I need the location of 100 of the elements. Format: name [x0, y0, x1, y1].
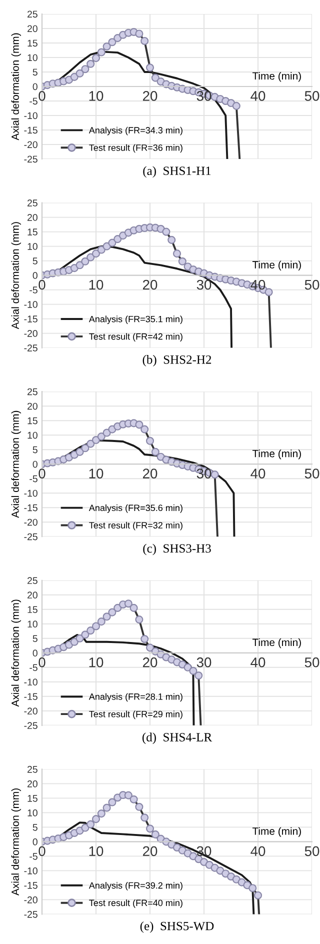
legend-label: Test result (FR=40 min) — [89, 899, 182, 908]
y-tick-label: 25 — [28, 766, 38, 773]
legend-label: Analysis (FR=28.1 min) — [88, 693, 182, 702]
y-axis-title: Axial deformation (mm) — [11, 33, 21, 140]
y-tick-label: -25 — [24, 156, 38, 163]
legend-label: Test result (FR=32 min) — [89, 522, 182, 530]
x-tick-label: 10 — [89, 468, 104, 478]
y-tick-label: 10 — [28, 620, 38, 628]
y-tick-label: 10 — [28, 432, 38, 439]
x-tick-label: 30 — [196, 280, 212, 290]
y-tick-label: -10 — [24, 867, 38, 874]
x-tick-label: 20 — [142, 280, 158, 290]
y-tick-label: 15 — [28, 795, 38, 802]
y-tick-label: -15 — [24, 882, 38, 889]
x-axis-title: Time (min) — [252, 638, 301, 648]
x-axis-title: Time (min) — [252, 260, 301, 271]
x-tick-label: 40 — [250, 280, 266, 290]
y-axis-title: Axial deformation (mm) — [11, 222, 21, 330]
text: (a) SHS1-H1 — [143, 166, 211, 178]
y-tick-label: 15 — [28, 417, 38, 424]
y-tick-label: -5 — [30, 853, 38, 860]
y-tick-label: -15 — [24, 126, 38, 134]
y-tick-label: 25 — [28, 200, 38, 206]
text: (b) SHS2-H2 — [142, 355, 212, 366]
x-tick-label: 20 — [142, 91, 158, 101]
x-tick-label: 50 — [304, 468, 320, 478]
y-tick-label: 5 — [32, 258, 38, 264]
y-tick-label: 0 — [32, 83, 38, 90]
y-tick-label: -10 — [24, 678, 38, 686]
y-tick-label: 15 — [28, 228, 38, 236]
y-tick-label: 20 — [28, 592, 38, 599]
x-tick-label: 50 — [304, 657, 320, 668]
y-tick-label: 5 — [32, 446, 38, 454]
x-tick-label: 10 — [89, 846, 104, 856]
y-tick-label: 5 — [32, 824, 38, 831]
y-tick-label: 0 — [32, 272, 38, 279]
x-tick-label: 30 — [196, 657, 212, 668]
y-tick-label: 5 — [32, 635, 38, 642]
legend-label: Test result (FR=42 min) — [89, 333, 182, 342]
legend-label: Analysis (FR=35.1 min) — [88, 316, 182, 324]
y-tick-label: -20 — [24, 708, 38, 715]
y-axis-title: Axial deformation (mm) — [11, 600, 21, 707]
y-tick-label: -20 — [24, 518, 38, 526]
y-tick-label: 20 — [28, 780, 38, 788]
x-tick-label: 50 — [304, 280, 320, 290]
x-tick-label: 20 — [142, 846, 158, 856]
y-tick-label: 25 — [28, 577, 38, 584]
legend-label: Test result (FR=29 min) — [89, 710, 182, 720]
y-tick-label: 10 — [28, 243, 38, 250]
y-tick-label: 5 — [32, 68, 38, 76]
y-tick-label: 0 — [32, 838, 38, 846]
y-tick-label: -15 — [24, 504, 38, 512]
y-tick-label: -20 — [24, 330, 38, 337]
y-tick-label: 0 — [32, 460, 38, 468]
y-tick-label: 20 — [28, 402, 38, 410]
x-tick-label: 10 — [89, 280, 104, 290]
legend-label: Analysis (FR=39.2 min) — [88, 882, 182, 890]
y-tick-label: 15 — [28, 606, 38, 614]
y-tick-label: -15 — [24, 316, 38, 322]
x-tick-label: 30 — [196, 91, 212, 101]
x-tick-label: 50 — [304, 91, 320, 101]
legend-label: Analysis (FR=34.3 min) — [88, 126, 182, 136]
y-tick-label: -25 — [24, 722, 38, 730]
x-tick-label: 40 — [250, 91, 266, 101]
x-axis-title: Time (min) — [252, 450, 301, 460]
y-tick-label: 10 — [28, 809, 38, 816]
x-tick-label: 10 — [89, 657, 104, 668]
x-tick-label: 20 — [142, 468, 158, 478]
y-tick-label: 20 — [28, 25, 38, 32]
y-tick-label: -10 — [24, 301, 38, 308]
text: (e) SHS5-WD — [140, 921, 214, 933]
y-tick-label: -5 — [30, 475, 38, 482]
y-tick-label: -20 — [24, 141, 38, 148]
y-tick-label: -25 — [24, 910, 38, 918]
y-tick-label: -5 — [30, 664, 38, 672]
y-tick-label: -15 — [24, 693, 38, 700]
x-axis-title: Time (min) — [252, 72, 301, 82]
y-tick-label: 25 — [28, 388, 38, 396]
y-tick-label: -25 — [24, 533, 38, 540]
y-tick-label: 0 — [32, 650, 38, 657]
y-tick-label: -10 — [24, 112, 38, 120]
y-tick-label: 15 — [28, 40, 38, 47]
x-tick-label: 10 — [89, 91, 104, 101]
x-tick-label: 40 — [250, 846, 266, 856]
y-tick-label: -5 — [30, 286, 38, 294]
y-tick-label: 25 — [28, 10, 38, 18]
text: (c) SHS3-H3 — [143, 544, 211, 556]
x-tick-label: 30 — [196, 468, 212, 478]
x-tick-label: 30 — [196, 846, 212, 856]
x-tick-label: 50 — [304, 846, 320, 856]
legend-label: Analysis (FR=35.6 min) — [88, 504, 182, 513]
y-tick-label: 10 — [28, 54, 38, 62]
x-axis-title: Time (min) — [252, 827, 301, 837]
y-axis-title: Axial deformation (mm) — [11, 410, 21, 518]
y-tick-label: 20 — [28, 214, 38, 221]
y-axis-title: Axial deformation (mm) — [11, 788, 21, 896]
y-tick-label: -10 — [24, 490, 38, 497]
x-tick-label: 40 — [250, 657, 266, 668]
x-tick-label: 20 — [142, 657, 158, 668]
text: (d) SHS4-LR — [142, 732, 212, 744]
